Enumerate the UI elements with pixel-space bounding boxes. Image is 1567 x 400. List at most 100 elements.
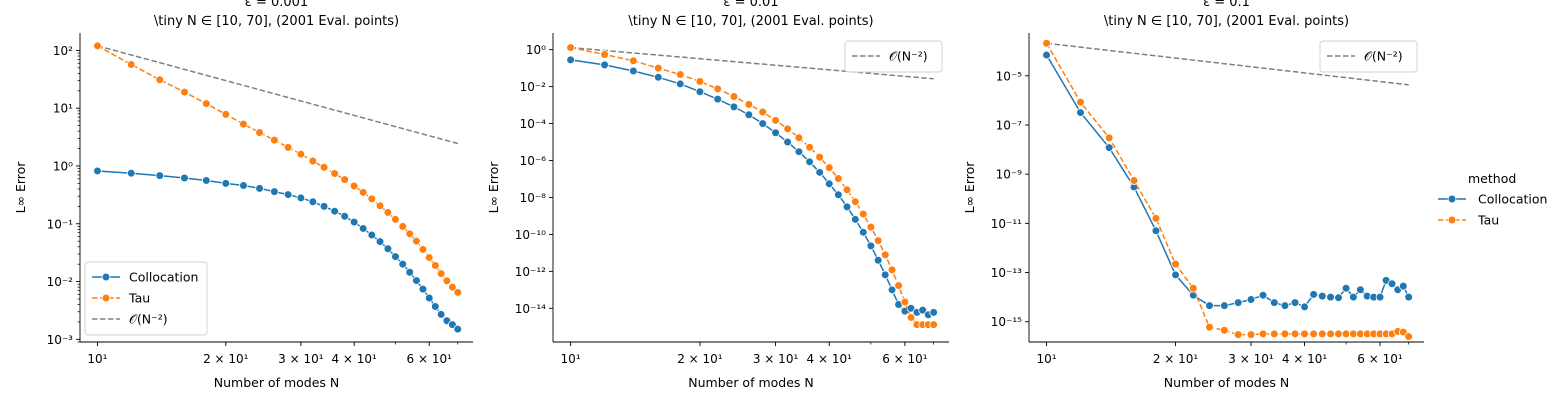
data-point-collocation (918, 305, 927, 315)
data-point-collocation (398, 259, 408, 269)
data-point-tau (929, 320, 938, 329)
data-point-collocation (771, 128, 780, 138)
x-axis-label: Number of modes N (214, 375, 340, 390)
data-point-collocation (600, 60, 609, 70)
axes-legend: 𝒪(N⁻²) (844, 40, 943, 73)
data-point-tau (1334, 329, 1343, 339)
data-point-tau (866, 222, 876, 232)
data-point-collocation (758, 119, 767, 128)
data-point-tau (771, 116, 780, 125)
data-point-tau (201, 99, 211, 108)
data-point-collocation (319, 202, 329, 211)
data-point-collocation (412, 276, 421, 285)
data-point-tau (1246, 330, 1256, 339)
data-point-collocation (695, 87, 705, 97)
data-point-collocation (436, 310, 446, 319)
y-tick-label: 10⁻¹² (515, 265, 546, 279)
data-point-tau (1151, 214, 1161, 223)
y-tick-label: 10⁻¹³ (991, 266, 1022, 280)
panel-2: ε = 0.01 \tiny N ∈ [10, 70], (2001 Eval. … (486, 0, 949, 390)
data-point-tau (900, 297, 910, 307)
data-point-collocation (155, 171, 165, 180)
series-line-tau (97, 45, 459, 293)
data-point-tau (1104, 133, 1114, 143)
data-point-collocation (866, 241, 876, 251)
data-point-collocation (1404, 292, 1413, 302)
data-point-tau (815, 152, 824, 162)
data-point-collocation (887, 285, 897, 295)
data-point-tau (358, 188, 368, 197)
panel-1: ε = 0.001 \tiny N ∈ [10, 70], (2001 Eval.… (13, 0, 473, 390)
data-point-collocation (815, 168, 824, 177)
y-tick-label: 10⁻² (520, 80, 547, 94)
data-point-collocation (448, 320, 457, 329)
series-line-ref (97, 45, 458, 145)
data-point-tau (126, 60, 136, 69)
data-point-tau (319, 162, 329, 172)
data-point-tau (566, 43, 575, 52)
y-tick-label: 10⁰ (53, 159, 73, 173)
series-line-collocation (570, 59, 934, 316)
data-point-collocation (1076, 108, 1085, 117)
data-point-collocation (1233, 298, 1243, 307)
data-point-collocation (1309, 290, 1318, 299)
data-point-collocation (713, 94, 723, 104)
y-tick-label: 10⁻⁶ (520, 154, 547, 168)
y-tick-label: 10⁻⁷ (996, 118, 1023, 132)
data-point-collocation (296, 193, 306, 203)
data-point-tau (330, 169, 339, 178)
y-tick-label: 10⁻³ (47, 333, 74, 347)
data-point-tau (729, 92, 739, 101)
data-point-tau (255, 128, 264, 137)
data-point-tau (805, 142, 814, 152)
data-point-tau (1188, 283, 1198, 293)
y-axis-label: L∞ Error (13, 161, 28, 214)
data-point-collocation (340, 211, 349, 221)
y-tick-label: 10⁻⁹ (996, 168, 1023, 182)
data-point-collocation (729, 102, 739, 112)
data-point-tau (1280, 329, 1290, 339)
y-tick-label: 10⁻⁴ (520, 117, 547, 131)
data-point-collocation (431, 302, 440, 311)
data-point-tau (1290, 329, 1300, 339)
panel-title: ε = 0.1 (1203, 0, 1250, 10)
data-point-collocation (851, 215, 860, 224)
y-tick-label: 10⁻⁵ (996, 69, 1023, 83)
data-point-tau (155, 75, 165, 85)
x-tick-label: 10¹ (561, 352, 581, 366)
data-point-tau (296, 149, 306, 159)
data-point-collocation (629, 66, 638, 76)
y-tick-label: 10⁻⁸ (520, 191, 547, 205)
x-axis-label: Number of modes N (688, 375, 814, 390)
x-tick-label: 3 × 10¹ (1228, 352, 1274, 366)
y-tick-label: 10⁻¹¹ (991, 217, 1022, 231)
data-point-tau (221, 110, 231, 119)
data-point-collocation (383, 244, 393, 254)
data-point-tau (405, 229, 415, 239)
data-point-collocation (1290, 298, 1300, 307)
figure-legend-label: Tau (1477, 213, 1499, 228)
panel-subtitle: \tiny N ∈ [10, 70], (2001 Eval. points) (154, 14, 399, 29)
panel-subtitle: \tiny N ∈ [10, 70], (2001 Eval. points) (628, 14, 873, 29)
data-point-tau (375, 201, 385, 211)
data-point-tau (653, 63, 663, 73)
figure-legend-title: method (1468, 171, 1516, 186)
legend-label: Tau (128, 291, 150, 306)
data-point-tau (880, 250, 890, 260)
y-tick-label: 10⁰ (526, 43, 546, 57)
data-point-collocation (675, 79, 685, 89)
data-point-collocation (794, 147, 804, 157)
data-point-tau (1042, 38, 1051, 48)
data-point-collocation (842, 202, 852, 212)
data-point-collocation (1326, 292, 1335, 302)
data-point-collocation (1334, 293, 1343, 302)
data-point-collocation (1317, 291, 1327, 301)
data-point-collocation (1151, 226, 1161, 236)
data-point-collocation (566, 55, 575, 65)
data-point-collocation (283, 190, 293, 199)
data-point-tau (448, 282, 457, 292)
data-point-tau (436, 269, 446, 278)
data-point-tau (412, 236, 421, 246)
x-tick-label: 3 × 10¹ (278, 352, 324, 366)
data-point-tau (398, 222, 408, 231)
